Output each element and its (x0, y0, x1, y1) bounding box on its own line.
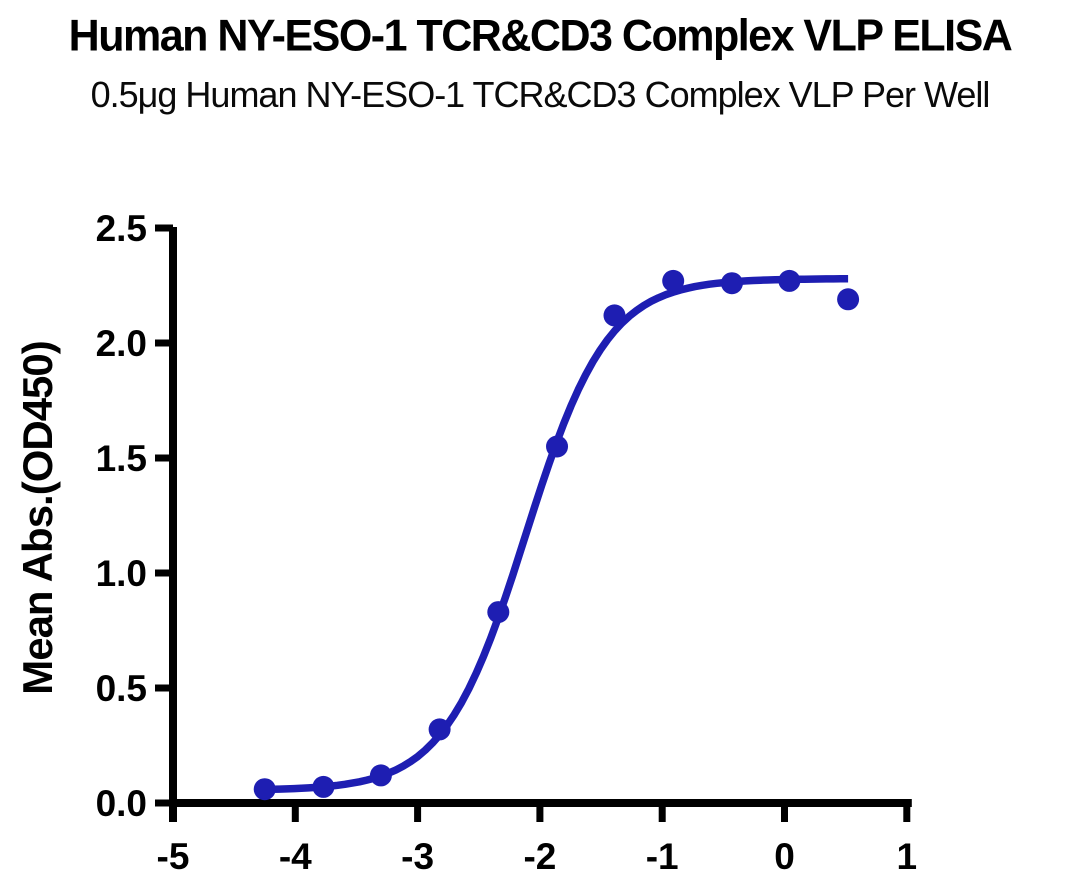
data-point (837, 288, 860, 311)
x-tick-label: 1 (897, 836, 918, 877)
y-tick-label: 1.5 (96, 438, 147, 479)
data-point (487, 601, 510, 624)
data-point (546, 435, 569, 458)
x-tick-label: -1 (646, 836, 679, 877)
x-tick-label: -4 (279, 836, 312, 877)
data-point (662, 269, 685, 292)
data-point (253, 778, 276, 801)
y-tick-label: 2.0 (96, 323, 147, 364)
data-point (312, 775, 335, 798)
chart-title: Human NY-ESO-1 TCR&CD3 Complex VLP ELISA (68, 11, 1013, 61)
data-point (428, 718, 451, 741)
y-tick-label: 0.5 (96, 668, 147, 709)
x-tick-label: -3 (401, 836, 434, 877)
x-tick-label: -5 (157, 836, 190, 877)
x-tick-label: -2 (523, 836, 556, 877)
data-point (720, 272, 743, 295)
data-point (778, 269, 801, 292)
chart-subtitle: 0.5μg Human NY-ESO-1 TCR&CD3 Complex VLP… (90, 74, 991, 115)
y-tick-label: 2.5 (96, 208, 147, 249)
data-point (603, 304, 626, 327)
fit-curve (264, 275, 849, 794)
x-tick-label: 0 (774, 836, 795, 877)
y-axis-title: Mean Abs.(OD450) (14, 341, 61, 695)
y-tick-label: 1.0 (96, 553, 147, 594)
data-point (369, 764, 392, 787)
y-tick-label: 0.0 (96, 783, 147, 824)
